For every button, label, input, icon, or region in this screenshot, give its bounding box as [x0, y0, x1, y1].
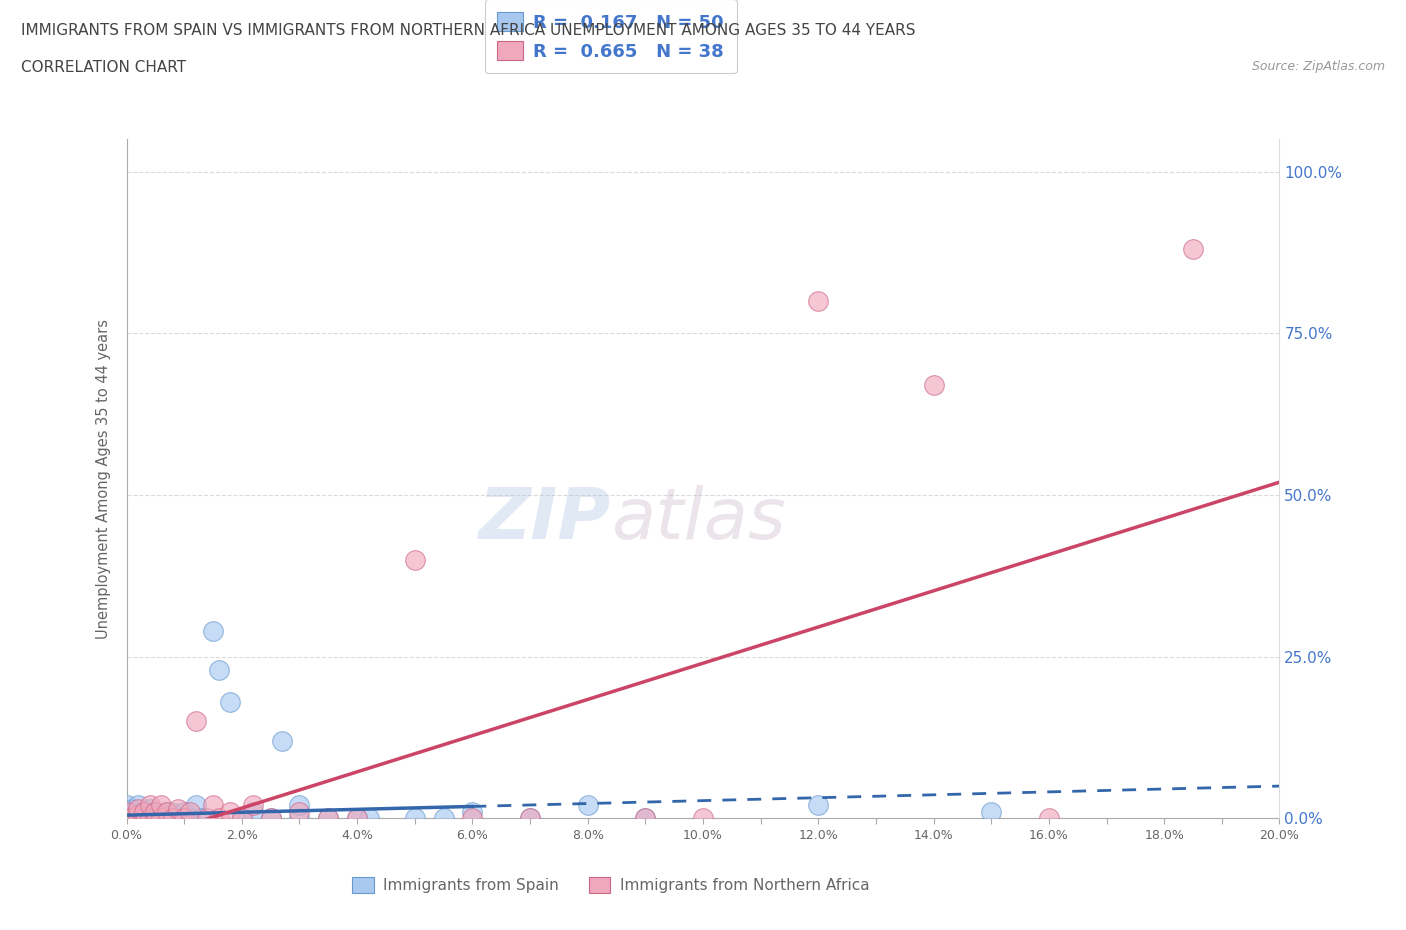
Point [219, 804, 242, 819]
Point [156, 804, 179, 819]
Point [132, 808, 155, 823]
Point [115, 804, 138, 819]
Point [179, 804, 201, 819]
Point [1181, 242, 1204, 257]
Point [692, 811, 714, 826]
Point [132, 811, 155, 826]
Point [318, 811, 340, 826]
Point [980, 804, 1002, 819]
Point [115, 811, 138, 826]
Point [150, 811, 173, 826]
Point [288, 804, 311, 819]
Point [127, 802, 149, 817]
Point [121, 811, 143, 826]
Text: CORRELATION CHART: CORRELATION CHART [21, 60, 186, 75]
Point [433, 811, 456, 826]
Point [127, 811, 149, 826]
Point [219, 695, 242, 710]
Point [127, 808, 149, 823]
Point [184, 798, 207, 813]
Point [115, 798, 138, 813]
Point [150, 805, 173, 820]
Point [190, 811, 212, 826]
Point [346, 811, 368, 826]
Point [461, 804, 484, 819]
Point [634, 811, 657, 826]
Point [132, 811, 155, 826]
Point [167, 802, 190, 817]
Point [127, 804, 149, 819]
Point [138, 811, 160, 826]
Point [162, 805, 184, 820]
Point [150, 798, 173, 813]
Point [184, 714, 207, 729]
Point [173, 811, 195, 826]
Point [162, 811, 184, 826]
Point [288, 811, 311, 826]
Point [404, 552, 426, 567]
Point [922, 378, 945, 392]
Point [162, 811, 184, 826]
Point [318, 811, 340, 826]
Point [202, 623, 225, 638]
Point [138, 798, 160, 813]
Point [242, 798, 264, 813]
Point [357, 811, 380, 826]
Point [288, 798, 311, 813]
Text: Source: ZipAtlas.com: Source: ZipAtlas.com [1251, 60, 1385, 73]
Point [145, 804, 166, 819]
Y-axis label: Unemployment Among Ages 35 to 44 years: Unemployment Among Ages 35 to 44 years [96, 319, 111, 639]
Text: IMMIGRANTS FROM SPAIN VS IMMIGRANTS FROM NORTHERN AFRICA UNEMPLOYMENT AMONG AGES: IMMIGRANTS FROM SPAIN VS IMMIGRANTS FROM… [21, 23, 915, 38]
Point [195, 811, 218, 826]
Point [807, 294, 830, 309]
Point [179, 811, 201, 826]
Point [145, 811, 166, 826]
Point [231, 811, 253, 826]
Point [132, 804, 155, 819]
Point [173, 804, 195, 819]
Point [121, 808, 143, 823]
Point [121, 802, 143, 817]
Point [145, 804, 166, 819]
Point [519, 811, 541, 826]
Point [242, 804, 264, 819]
Point [115, 804, 138, 819]
Point [156, 811, 179, 826]
Point [461, 811, 484, 826]
Point [145, 808, 166, 823]
Point [208, 811, 231, 826]
Text: ZIP: ZIP [478, 485, 610, 554]
Point [156, 804, 179, 819]
Point [132, 804, 155, 819]
Point [150, 811, 173, 826]
Point [208, 662, 231, 677]
Point [167, 811, 190, 826]
Point [121, 811, 143, 826]
Point [807, 798, 830, 813]
Point [138, 805, 160, 820]
Point [259, 811, 281, 826]
Point [145, 811, 166, 826]
Point [127, 798, 149, 813]
Point [271, 734, 294, 749]
Point [1038, 811, 1060, 826]
Point [231, 811, 253, 826]
Point [634, 811, 657, 826]
Point [138, 811, 160, 826]
Legend: Immigrants from Spain, Immigrants from Northern Africa: Immigrants from Spain, Immigrants from N… [346, 870, 876, 899]
Point [576, 798, 599, 813]
Point [138, 802, 160, 817]
Point [519, 811, 541, 826]
Point [346, 811, 368, 826]
Point [115, 811, 138, 826]
Point [259, 811, 281, 826]
Point [202, 798, 225, 813]
Point [404, 811, 426, 826]
Text: atlas: atlas [610, 485, 786, 554]
Point [173, 811, 195, 826]
